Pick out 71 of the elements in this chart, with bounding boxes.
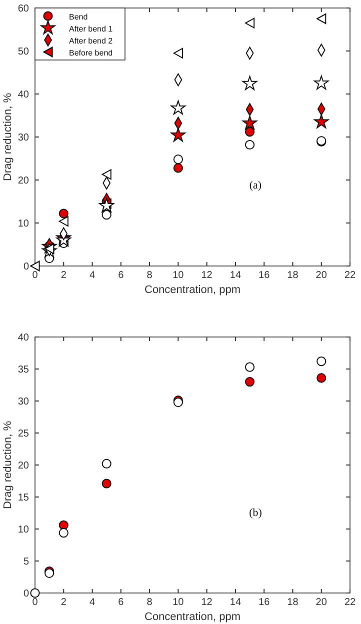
x-tick-label: 8 [146,270,153,281]
x-tick-label: 18 [287,270,299,281]
x-tick-label: 20 [316,270,328,281]
point [173,48,183,58]
x-tick-label: 6 [118,270,124,281]
x-tick-label: 4 [89,597,96,608]
legend-label: After bend 1 [69,24,114,34]
y-tick-label: 15 [18,492,30,504]
y-axis-title: Drag reduction, % [2,420,14,510]
x-tick-label: 0 [32,270,38,281]
y-tick-label: 50 [18,46,30,58]
x-tick-label: 4 [89,270,96,281]
point [242,115,258,130]
point [58,528,68,538]
x-tick-label: 8 [146,597,153,608]
y-tick-label: 60 [18,4,30,14]
x-tick-label: 18 [287,597,299,608]
y-tick-label: 0 [23,262,30,272]
x-tick-label: 10 [172,270,184,281]
x-axis-title: Concentration, ppm [144,284,240,296]
y-tick-label: 30 [18,132,30,144]
x-tick-label: 20 [316,597,328,608]
x-tick-label: 6 [118,597,124,608]
point [30,260,40,272]
x-tick-label: 0 [32,597,38,608]
point [242,76,258,90]
x-tick-label: 16 [258,597,270,608]
y-tick-label: 40 [18,332,30,344]
point [314,114,329,128]
point [244,18,255,28]
y-axis-title: Drag reduction, % [2,92,14,182]
x-tick-label: 14 [230,270,242,281]
point [316,356,326,366]
annotation: (a) [249,180,262,192]
point [173,163,183,173]
x-tick-label: 2 [60,597,67,608]
y-tick-label: 35 [18,364,30,376]
x-tick-label: 12 [201,597,213,608]
x-tick-label: 16 [258,270,270,281]
x-tick-label: 22 [344,597,356,608]
point [170,128,186,142]
legend-label: Bend [69,12,88,22]
x-tick-label: 22 [344,270,356,281]
point [316,14,326,24]
point [244,127,255,137]
x-tick-label: 14 [230,597,242,608]
y-tick-label: 5 [23,556,30,568]
annotation: (b) [249,507,262,520]
legend-label: Before bend [69,48,113,58]
point [102,478,112,488]
point [58,208,68,218]
point [30,588,40,598]
point [102,169,112,180]
y-tick-label: 25 [18,428,30,440]
x-tick-label: 10 [172,597,184,608]
y-tick-label: 0 [23,588,30,600]
point [170,100,186,115]
point [58,520,68,530]
legend-label: After bend 2 [69,36,114,46]
point [314,75,329,90]
y-tick-label: 40 [18,90,30,100]
y-tick-label: 20 [18,460,30,472]
x-tick-label: 12 [201,270,213,281]
x-axis-title: Concentration, ppm [144,611,240,623]
point [316,373,326,383]
x-tick-label: 2 [60,270,67,281]
y-tick-label: 20 [18,176,30,186]
point [244,377,255,387]
y-tick-label: 10 [18,524,30,536]
y-tick-label: 10 [18,218,30,230]
y-tick-label: 30 [18,396,30,408]
